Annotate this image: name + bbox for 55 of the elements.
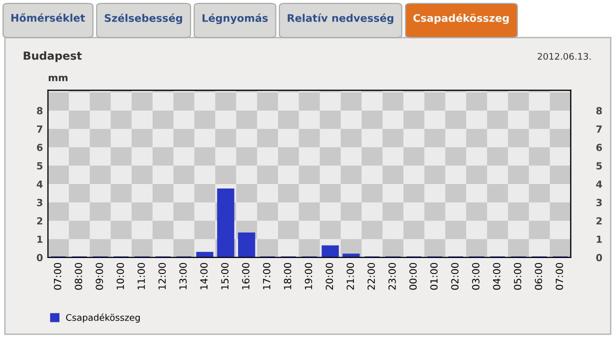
- x-tick-label: 03:00: [472, 262, 480, 290]
- x-tick-label: 07:00: [556, 262, 564, 290]
- x-tick-label: 16:00: [242, 262, 250, 290]
- y-tick-label: 2: [37, 217, 42, 224]
- x-tick-label: 18:00: [284, 262, 292, 290]
- y-tick-label: 7: [36, 126, 42, 133]
- x-tick-label: 14:00: [200, 262, 208, 290]
- y-tick-label: 6: [36, 144, 43, 152]
- y-tick-label: 3: [36, 198, 42, 206]
- x-tick-label: 23:00: [388, 262, 396, 290]
- legend-label: Csapadékösszeg: [66, 314, 140, 323]
- text: Hőmérséklet: [11, 13, 85, 22]
- y2-tick-label: 7: [596, 126, 602, 133]
- y2-tick-label: 6: [596, 144, 602, 152]
- x-tick-label: 10:00: [116, 262, 124, 290]
- bar: [196, 252, 214, 258]
- text: Csapadékösszeg: [413, 13, 509, 24]
- text: 2012.06.13.: [538, 52, 591, 60]
- x-tick-label: 11:00: [138, 262, 145, 290]
- x-tick-label: 09:00: [96, 262, 104, 290]
- y-tick-label: 8: [36, 107, 43, 114]
- y2-tick-label: 1: [596, 236, 602, 243]
- y-tick-label: 0: [36, 254, 43, 262]
- x-tick-label: 05:00: [514, 262, 522, 290]
- y-tick-label: 1: [37, 236, 42, 243]
- y2-tick-label: 3: [596, 198, 602, 206]
- x-tick-label: 06:00: [534, 262, 542, 290]
- text: Relatív nedvesség: [288, 13, 394, 24]
- bar: [322, 245, 339, 258]
- x-tick-label: 07:00: [54, 262, 62, 290]
- text: Légnyomás: [202, 13, 268, 24]
- x-tick-label: 19:00: [304, 262, 312, 290]
- x-tick-label: 01:00: [430, 262, 438, 290]
- y2-tick-label: 5: [596, 162, 602, 170]
- bar: [342, 254, 360, 258]
- x-tick-label: 00:00: [409, 262, 417, 290]
- text: Szélsebesség: [104, 13, 182, 24]
- x-tick-label: 22:00: [368, 262, 375, 290]
- y-tick-label: 5: [37, 162, 42, 170]
- y2-tick-label: 8: [596, 107, 602, 114]
- chart-title: Budapest: [24, 51, 82, 62]
- x-tick-label: 12:00: [158, 262, 166, 290]
- x-tick-label: 20:00: [326, 262, 334, 290]
- y2-tick-label: 4: [596, 180, 602, 188]
- x-tick-label: 13:00: [179, 262, 187, 290]
- x-tick-label: 02:00: [451, 262, 459, 290]
- x-tick-label: 08:00: [74, 262, 82, 290]
- x-tick-label: 17:00: [262, 262, 270, 290]
- x-tick-label: 21:00: [346, 262, 354, 290]
- x-tick-label: 04:00: [493, 262, 500, 290]
- y2-tick-label: 2: [596, 217, 602, 224]
- x-tick-label: 15:00: [221, 262, 229, 290]
- y-tick-label: 4: [36, 180, 43, 188]
- y2-tick-label: 0: [596, 254, 602, 262]
- y-axis-title: mm: [48, 76, 68, 82]
